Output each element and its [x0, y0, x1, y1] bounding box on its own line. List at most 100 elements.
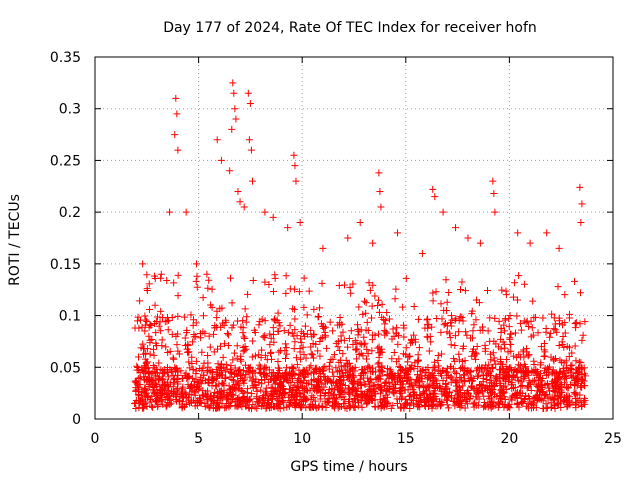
data-point [567, 371, 575, 379]
data-point [154, 313, 162, 321]
data-point [407, 339, 415, 347]
data-point [156, 385, 164, 393]
data-point [319, 333, 327, 341]
data-point [436, 382, 444, 390]
data-point [248, 405, 256, 413]
data-point [430, 396, 438, 404]
data-point [428, 370, 436, 378]
data-point [314, 313, 322, 321]
x-tick-label: 25 [604, 431, 622, 447]
data-point [265, 281, 273, 289]
data-point [517, 394, 525, 402]
data-point [547, 403, 555, 411]
data-point [280, 327, 288, 335]
data-point [275, 364, 283, 372]
data-point [401, 386, 409, 394]
data-point [291, 162, 299, 170]
data-point [402, 274, 410, 282]
data-point [502, 363, 510, 371]
data-point [568, 365, 576, 373]
data-point [310, 394, 318, 402]
data-point [451, 368, 459, 376]
data-point [282, 368, 290, 376]
data-point [281, 390, 289, 398]
data-point [454, 391, 462, 399]
data-point [315, 379, 323, 387]
data-point [442, 276, 450, 284]
data-point [271, 271, 279, 279]
data-point [246, 373, 254, 381]
data-point [406, 375, 414, 383]
data-point [336, 384, 344, 392]
data-point [572, 389, 580, 397]
data-point [267, 334, 275, 342]
data-point [507, 341, 515, 349]
data-point [432, 288, 440, 296]
data-point [273, 394, 281, 402]
data-point [251, 380, 259, 388]
data-point [165, 392, 173, 400]
data-point [132, 384, 140, 392]
data-point [564, 384, 572, 392]
data-point [353, 355, 361, 363]
data-point [341, 388, 349, 396]
data-point [476, 239, 484, 247]
data-point [550, 325, 558, 333]
data-point [136, 297, 144, 305]
data-point [147, 370, 155, 378]
data-point [526, 239, 534, 247]
data-point [257, 354, 265, 362]
data-point [571, 390, 579, 398]
data-point [208, 303, 216, 311]
data-point [531, 394, 539, 402]
data-point [333, 379, 341, 387]
data-point [312, 340, 320, 348]
data-point [405, 380, 413, 388]
data-point [286, 385, 294, 393]
data-point [297, 335, 305, 343]
data-point [233, 354, 241, 362]
data-point [507, 381, 515, 389]
data-point [258, 399, 266, 407]
data-point [244, 290, 252, 298]
data-point [262, 369, 270, 377]
data-point [170, 279, 178, 287]
data-point [416, 393, 424, 401]
data-point [364, 362, 372, 370]
data-point [266, 341, 274, 349]
data-point [151, 301, 159, 309]
data-point [524, 352, 532, 360]
data-point [299, 398, 307, 406]
data-point [443, 401, 451, 409]
data-point [141, 384, 149, 392]
data-point [404, 358, 412, 366]
data-point [205, 276, 213, 284]
data-point [231, 371, 239, 379]
data-point [227, 362, 235, 370]
data-point [347, 289, 355, 297]
data-point [269, 376, 277, 384]
data-point [451, 332, 459, 340]
data-point [458, 313, 466, 321]
data-point [168, 330, 176, 338]
data-point [141, 312, 149, 320]
data-point [222, 396, 230, 404]
data-point [398, 393, 406, 401]
data-point [488, 394, 496, 402]
data-point [485, 369, 493, 377]
data-point [312, 364, 320, 372]
data-point [287, 369, 295, 377]
data-point [240, 203, 248, 211]
data-point [479, 326, 487, 334]
data-point [266, 349, 274, 357]
data-point [187, 391, 195, 399]
data-point [475, 386, 483, 394]
data-point [227, 386, 235, 394]
data-point [462, 328, 470, 336]
data-point [414, 371, 422, 379]
data-point [374, 374, 382, 382]
data-point [172, 393, 180, 401]
data-point [581, 394, 588, 402]
data-point [359, 352, 367, 360]
